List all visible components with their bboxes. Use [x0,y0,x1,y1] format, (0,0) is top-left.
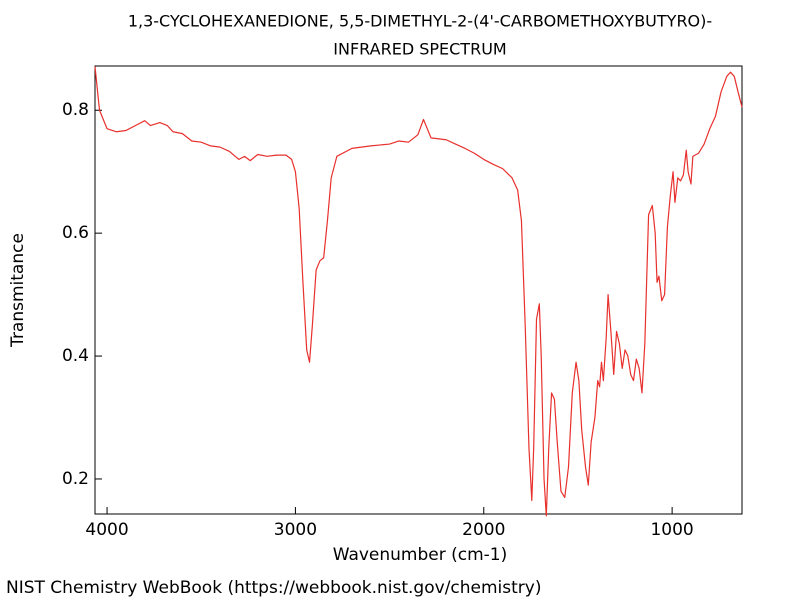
chart-title: 1,3-CYCLOHEXANEDIONE, 5,5-DIMETHYL-2-(4'… [128,12,712,31]
x-tick-label: 3000 [274,520,317,540]
source-note: NIST Chemistry WebBook (https://webbook.… [6,578,541,598]
y-tick-label: 0.8 [62,100,89,120]
chart-subtitle: INFRARED SPECTRUM [333,40,506,59]
y-tick-label: 0.6 [62,223,89,243]
x-tick-label: 2000 [462,520,505,540]
x-tick-label: 4000 [85,520,128,540]
plot-frame [94,65,743,515]
x-axis-label: Wavenumber (cm-1) [333,545,508,565]
x-tick-label: 1000 [650,520,693,540]
y-tick-label: 0.4 [62,346,89,366]
y-axis-label: Transmitance [8,233,28,348]
y-tick-label: 0.2 [62,469,89,489]
spectrum-line [94,66,743,517]
